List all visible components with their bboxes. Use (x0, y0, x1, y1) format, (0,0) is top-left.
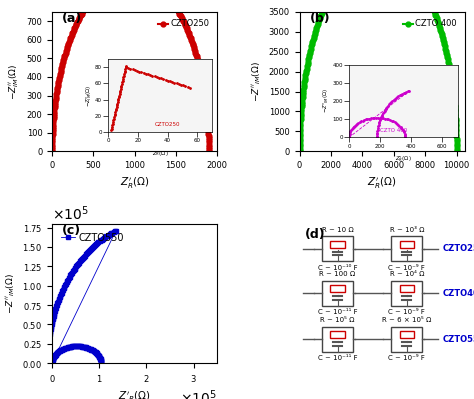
Text: C ~ 10⁻⁹ F: C ~ 10⁻⁹ F (388, 356, 425, 361)
Text: R ~ 10³ Ω: R ~ 10³ Ω (390, 227, 424, 233)
CZTO550 (90, 348, 96, 353)
FancyBboxPatch shape (391, 281, 422, 306)
FancyBboxPatch shape (391, 236, 422, 261)
X-axis label: $Z_R'(\Omega)$: $Z_R'(\Omega)$ (120, 176, 149, 191)
FancyBboxPatch shape (322, 327, 353, 352)
Text: R ~ 6 × 10⁵ Ω: R ~ 6 × 10⁵ Ω (382, 317, 431, 323)
Text: C ~ 10⁻⁹ F: C ~ 10⁻⁹ F (388, 310, 425, 316)
FancyBboxPatch shape (330, 285, 345, 292)
CZTO550 (45, 352, 50, 357)
Text: C ~ 10⁻⁹ F: C ~ 10⁻⁹ F (388, 265, 425, 271)
Text: (c): (c) (62, 223, 81, 237)
Text: R ~ 10⁴ Ω: R ~ 10⁴ Ω (390, 271, 424, 277)
Line: CZTO550: CZTO550 (46, 229, 118, 365)
CZTO550 (98, 360, 104, 365)
Y-axis label: $-Z_{IM}''(\Omega)$: $-Z_{IM}''(\Omega)$ (8, 63, 21, 100)
CZTO550 (47, 328, 53, 333)
FancyBboxPatch shape (400, 331, 414, 338)
Legend: CZTO250: CZTO250 (155, 16, 213, 32)
X-axis label: $Z_R'(\Omega)$: $Z_R'(\Omega)$ (367, 176, 397, 191)
Text: C ~ 10⁻¹¹ F: C ~ 10⁻¹¹ F (318, 356, 357, 361)
Text: C ~ 10⁻¹⁰ F: C ~ 10⁻¹⁰ F (318, 265, 357, 271)
CZTO550 (52, 353, 57, 358)
FancyBboxPatch shape (400, 241, 414, 248)
FancyBboxPatch shape (400, 285, 414, 292)
Text: R ~ 100 Ω: R ~ 100 Ω (319, 271, 356, 277)
Text: CZTO400: CZTO400 (443, 289, 474, 298)
Text: R ~ 10 Ω: R ~ 10 Ω (322, 227, 354, 233)
Legend: CZTO 400: CZTO 400 (400, 16, 460, 32)
CZTO550 (98, 358, 104, 363)
Text: (a): (a) (62, 12, 82, 25)
Legend: CZTO550: CZTO550 (57, 229, 128, 247)
FancyBboxPatch shape (330, 241, 345, 248)
Text: C ~ 10⁻¹¹ F: C ~ 10⁻¹¹ F (318, 310, 357, 316)
FancyBboxPatch shape (330, 331, 345, 338)
Text: R ~ 10⁵ Ω: R ~ 10⁵ Ω (320, 317, 355, 323)
FancyBboxPatch shape (391, 327, 422, 352)
X-axis label: $Z'_R(\Omega)$: $Z'_R(\Omega)$ (118, 389, 151, 399)
Text: (d): (d) (304, 228, 325, 241)
FancyBboxPatch shape (322, 281, 353, 306)
CZTO550 (76, 344, 82, 349)
Y-axis label: $-Z''_{IM}(\Omega)$: $-Z''_{IM}(\Omega)$ (4, 273, 17, 314)
Text: CZTO550: CZTO550 (443, 335, 474, 344)
CZTO550 (113, 228, 119, 233)
Y-axis label: $-Z''_{IM}(\Omega)$: $-Z''_{IM}(\Omega)$ (251, 61, 263, 102)
FancyBboxPatch shape (322, 236, 353, 261)
Text: (b): (b) (310, 12, 330, 25)
Text: CZTO250: CZTO250 (443, 244, 474, 253)
CZTO550 (45, 361, 50, 365)
